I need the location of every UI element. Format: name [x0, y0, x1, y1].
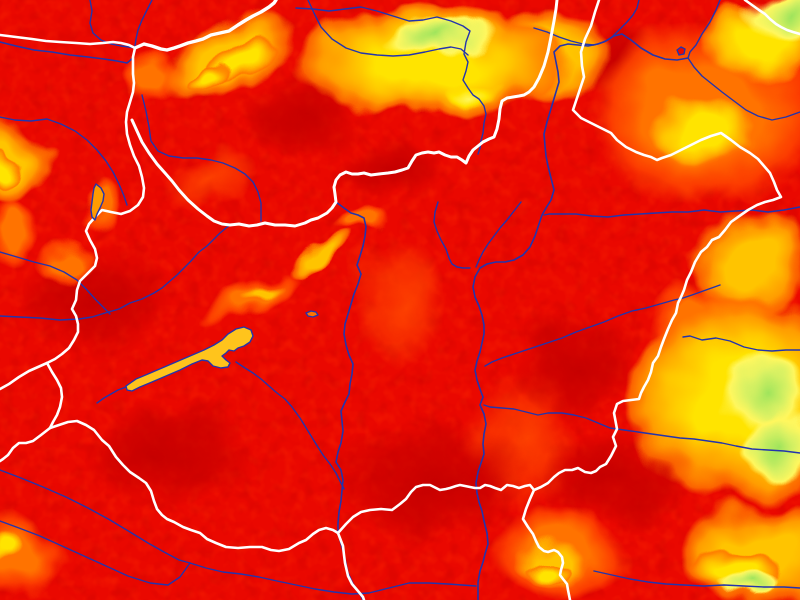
hron-ipoly-river — [295, 6, 487, 155]
ukraine-romania-border-corner — [743, 0, 800, 36]
southeast-green-heat-spot — [719, 574, 775, 600]
hungary-slovakia-danube-border — [130, 0, 559, 228]
east-border-amber-heat-spot — [686, 210, 800, 314]
raba-river — [0, 224, 231, 321]
dark-north-mid-heat-spot — [337, 136, 447, 200]
hungary-croatia-border — [48, 419, 340, 553]
vertes-ridge-heat-spot — [286, 237, 358, 275]
left-edge-yellow-heat-spot — [0, 150, 24, 190]
mid-warm-heat-spot — [350, 234, 446, 370]
hernad-river — [475, 201, 522, 268]
morava-border — [133, 0, 278, 52]
morava-east-branch — [134, 0, 153, 47]
sio-canal — [235, 361, 345, 490]
top-band-pale-heat-spot — [438, 81, 498, 103]
bottom-mid-yellow-heat-spot — [525, 562, 565, 584]
sopron-heat-spot — [42, 239, 98, 277]
mura-river — [0, 469, 191, 564]
morava-river — [89, 0, 136, 49]
hungary-serbia-border — [336, 483, 536, 535]
szamos-river — [687, 57, 800, 121]
lake-neusiedl — [90, 183, 105, 221]
lake-balaton — [125, 326, 254, 392]
budapest-heat-spot — [336, 210, 388, 238]
top-band-green-heat-spot — [384, 21, 500, 55]
bottom-left-yellow-heat-spot — [0, 530, 28, 562]
lake-northeast — [676, 46, 686, 56]
austria-hungary-border — [45, 46, 146, 365]
bega-river — [593, 570, 800, 589]
raab-upper-river — [0, 251, 111, 315]
drava-lower-river — [189, 562, 477, 595]
lake-layer — [90, 46, 686, 392]
serbia-romania-border — [521, 488, 572, 600]
dark-south-heat-spot — [337, 416, 527, 540]
croatia-serbia-border — [336, 531, 366, 600]
balaton-streak-core-heat-spot — [233, 277, 281, 305]
east-green-2-heat-spot — [744, 414, 800, 478]
leitha-river — [0, 116, 128, 206]
zagyva-river — [433, 201, 471, 269]
nitra-river — [307, 0, 469, 57]
austria-slovakia-border-west — [0, 33, 137, 50]
danube-river — [335, 201, 367, 600]
hungary-slovenia-border — [45, 361, 64, 430]
koros-south-river — [682, 335, 800, 352]
mures-river — [483, 404, 800, 454]
nw-streak-yellow-2-heat-spot — [190, 61, 240, 95]
tisza-river — [472, 33, 689, 600]
northeast-yellow-heat-spot — [654, 97, 758, 163]
top-band-heat-spot — [290, 7, 570, 117]
left-edge-low-heat-spot — [0, 200, 42, 264]
danube-upper-river — [0, 41, 136, 64]
dark-east-heat-spot — [516, 307, 640, 423]
koros-north-river — [543, 206, 800, 218]
dark-southwest-heat-spot — [80, 403, 250, 507]
bodrog-river — [687, 0, 721, 59]
austria-slovenia-border — [0, 361, 49, 391]
lake-velence — [305, 310, 319, 318]
bottom-left-corner-heat-spot — [0, 508, 66, 600]
little-danube-river — [141, 94, 262, 222]
zala-river — [96, 386, 127, 404]
slovenia-croatia-border — [0, 426, 52, 463]
drava-upper-river — [0, 520, 191, 586]
hungary-ukraine-romania-border — [532, 0, 783, 492]
